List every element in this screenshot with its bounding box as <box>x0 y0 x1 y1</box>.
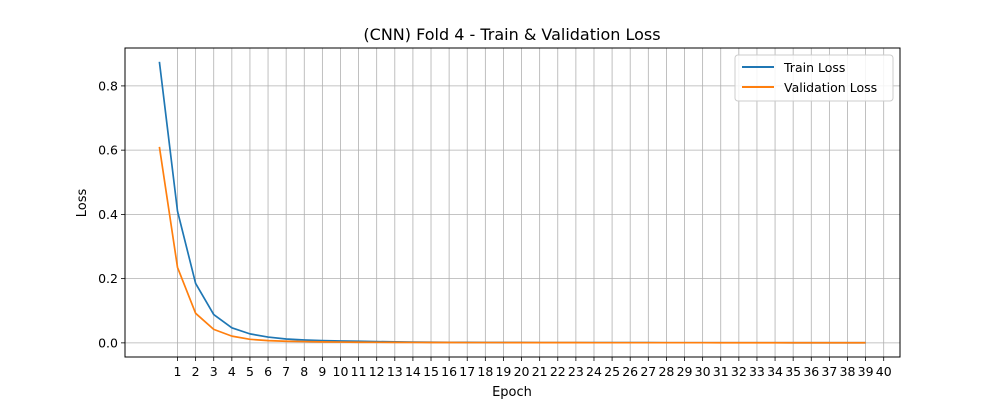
x-tick-label: 5 <box>246 364 254 379</box>
y-axis-label: Loss <box>75 189 90 218</box>
y-tick-label: 0.2 <box>98 271 118 286</box>
x-tick-label: 18 <box>477 364 493 379</box>
x-tick-label: 12 <box>369 364 385 379</box>
y-tick-label: 0.8 <box>98 78 118 93</box>
x-tick-label: 15 <box>423 364 439 379</box>
x-axis-ticks: 1 2 3 4 5 6 7 8 9 10 11 12 13 14 15 16 17 18 19 20 21 22 23 24 2… <box>174 357 892 379</box>
x-tick-label: 22 <box>550 364 566 379</box>
x-tick-label: 35 <box>785 364 801 379</box>
y-tick-label: 0.0 <box>98 335 118 350</box>
x-tick-label: 13 <box>387 364 403 379</box>
legend: Train Loss Validation Loss <box>734 54 894 102</box>
x-tick-label: 27 <box>640 364 656 379</box>
grid <box>125 48 900 357</box>
x-tick-label: 31 <box>713 364 729 379</box>
legend-label-train-loss: Train Loss <box>783 60 845 75</box>
x-tick-label: 23 <box>568 364 584 379</box>
legend-label-validation-loss: Validation Loss <box>784 80 877 95</box>
x-tick-label: 38 <box>840 364 856 379</box>
x-tick-label: 37 <box>821 364 837 379</box>
y-tick-label: 0.4 <box>98 207 118 222</box>
chart-title: (CNN) Fold 4 - Train & Validation Loss <box>363 25 660 44</box>
x-tick-label: 10 <box>333 364 349 379</box>
series-line-validation-loss <box>158 146 866 344</box>
x-tick-label: 3 <box>210 364 218 379</box>
y-axis-ticks: 0.0 0.2 0.4 0.6 0.8 <box>98 78 125 350</box>
x-tick-label: 16 <box>441 364 457 379</box>
x-tick-label: 7 <box>282 364 290 379</box>
x-tick-label: 30 <box>695 364 711 379</box>
x-tick-label: 32 <box>731 364 747 379</box>
x-tick-label: 28 <box>658 364 674 379</box>
x-tick-label: 19 <box>495 364 511 379</box>
y-tick-label: 0.6 <box>98 143 118 158</box>
x-tick-label: 11 <box>351 364 367 379</box>
series-lines <box>158 61 866 344</box>
x-tick-label: 24 <box>586 364 602 379</box>
x-tick-label: 14 <box>405 364 421 379</box>
x-tick-label: 6 <box>264 364 272 379</box>
x-tick-label: 8 <box>300 364 308 379</box>
x-tick-label: 36 <box>803 364 819 379</box>
x-tick-label: 26 <box>622 364 638 379</box>
x-tick-label: 29 <box>677 364 693 379</box>
x-tick-label: 33 <box>749 364 765 379</box>
x-tick-label: 2 <box>192 364 200 379</box>
x-tick-label: 34 <box>767 364 783 379</box>
x-tick-label: 39 <box>858 364 874 379</box>
x-tick-label: 4 <box>228 364 236 379</box>
x-tick-label: 25 <box>604 364 620 379</box>
x-tick-label: 21 <box>532 364 548 379</box>
x-tick-label: 17 <box>459 364 475 379</box>
x-tick-label: 20 <box>514 364 530 379</box>
x-tick-label: 1 <box>174 364 182 379</box>
legend-box <box>734 54 894 102</box>
x-axis-label: Epoch <box>492 385 532 400</box>
x-tick-label: 40 <box>876 364 892 379</box>
plot-frame <box>124 47 901 358</box>
x-tick-label: 9 <box>318 364 326 379</box>
